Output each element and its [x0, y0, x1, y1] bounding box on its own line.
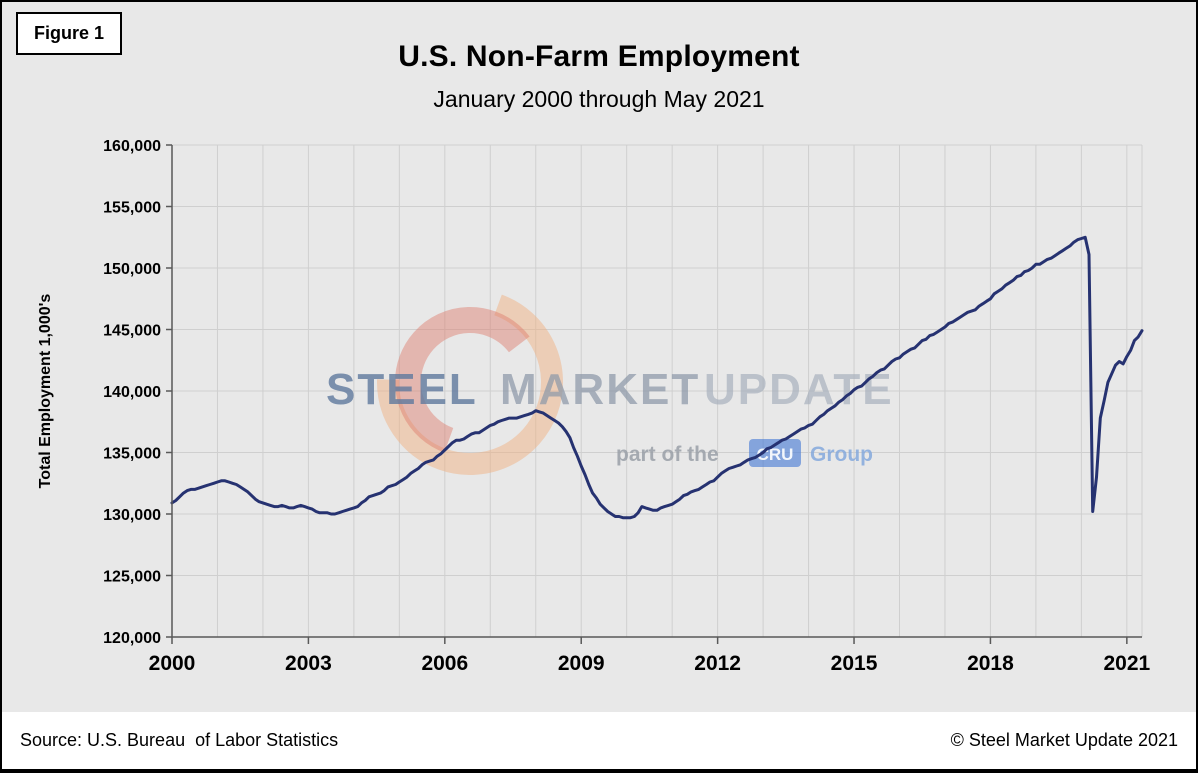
x-tick-label: 2006 [421, 652, 468, 675]
watermark-steel: STEEL [326, 365, 478, 414]
source-note: Source: U.S. Bureau of Labor Statistics [20, 730, 339, 750]
employment-line-chart: 120,000 125,000 130,000 135,000 140,000 145,0… [103, 138, 1150, 675]
watermark-logo-inner-arc [395, 307, 545, 457]
y-tick-label: 145,000 [103, 323, 161, 340]
y-tick-label: 130,000 [103, 507, 161, 524]
watermark-update: UPDATE [704, 365, 894, 414]
watermark-cru-badge [749, 439, 801, 467]
chart-footer: Source: U.S. Bureau of Labor Statistics … [2, 712, 1196, 769]
x-tick-label: 2000 [149, 652, 196, 675]
watermark-group: Group [810, 443, 873, 466]
x-tick-label: 2021 [1103, 652, 1150, 675]
watermark-market: MARKET [500, 365, 700, 414]
y-tick-label: 135,000 [103, 446, 161, 463]
chart-subtitle: January 2000 through May 2021 [433, 86, 765, 112]
watermark-logo-outer-arc [377, 289, 563, 475]
y-tick-label: 125,000 [103, 569, 161, 586]
x-tick-label: 2012 [694, 652, 741, 675]
copyright-note: © Steel Market Update 2021 [950, 730, 1178, 750]
employment-line [170, 235, 1144, 520]
watermark-tagline: part of the [616, 443, 719, 466]
y-tick-label: 155,000 [103, 200, 161, 217]
x-tick-label: 2018 [967, 652, 1014, 675]
y-tick-label: 160,000 [103, 138, 161, 155]
y-tick-label: 150,000 [103, 261, 161, 278]
y-tick-label: 120,000 [103, 630, 161, 647]
chart-title: U.S. Non-Farm Employment [398, 40, 800, 73]
figure-badge: Figure 1 [16, 12, 123, 55]
x-tick-label: 2015 [831, 652, 878, 675]
y-tick-label: 140,000 [103, 384, 161, 401]
x-tick-label: 2003 [285, 652, 332, 675]
x-tick-label: 2009 [558, 652, 605, 675]
